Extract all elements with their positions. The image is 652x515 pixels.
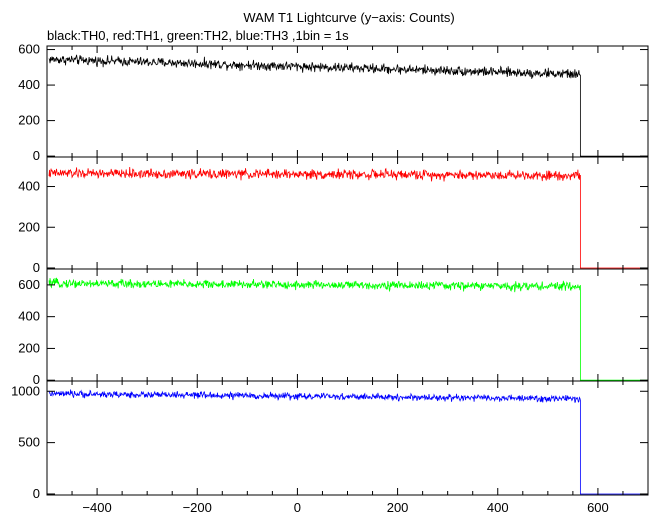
y-tick-label-1-0: 0 — [33, 260, 40, 275]
y-tick-label-2-0: 0 — [33, 372, 40, 387]
x-tick-label-5: 600 — [587, 500, 609, 515]
panel-0: 0 200 400 600 — [18, 42, 649, 163]
series-line-3 — [48, 389, 648, 495]
panels-group: 0 200 400 600 0 200 400 0 200 400 600 0 500 1000 −400 −… — [11, 42, 649, 515]
series-line-2 — [48, 277, 648, 381]
x-tick-label-3: 200 — [387, 500, 409, 515]
y-tick-label-2-1: 200 — [18, 340, 40, 355]
series-line-1 — [48, 167, 648, 269]
y-tick-label-0-0: 0 — [33, 148, 40, 163]
panel-frame-0 — [46, 45, 649, 158]
panel-1: 0 200 400 — [18, 156, 649, 275]
figure-title: WAM T1 Lightcurve (y−axis: Counts) — [243, 10, 454, 25]
y-tick-label-1-2: 400 — [18, 179, 40, 194]
x-tick-label-0: −400 — [82, 500, 111, 515]
x-tick-label-4: 400 — [487, 500, 509, 515]
panel-3: 0 500 1000 — [11, 380, 649, 501]
y-tick-label-3-0: 0 — [33, 486, 40, 501]
x-tick-label-2: 0 — [294, 500, 301, 515]
series-line-0 — [48, 54, 648, 157]
figure-subtitle: black:TH0, red:TH1, green:TH2, blue:TH3 … — [47, 28, 349, 43]
y-tick-label-1-1: 200 — [18, 219, 40, 234]
x-tick-label-1: −200 — [183, 500, 212, 515]
y-tick-label-0-3: 600 — [18, 42, 40, 57]
y-tick-label-2-3: 600 — [18, 277, 40, 292]
y-tick-label-0-2: 400 — [18, 77, 40, 92]
panel-frame-3 — [46, 380, 649, 496]
panel-2: 0 200 400 600 — [18, 268, 649, 387]
y-tick-label-0-1: 200 — [18, 113, 40, 128]
y-tick-label-3-2: 1000 — [11, 383, 40, 398]
y-tick-label-3-1: 500 — [18, 435, 40, 450]
y-tick-label-2-2: 400 — [18, 309, 40, 324]
